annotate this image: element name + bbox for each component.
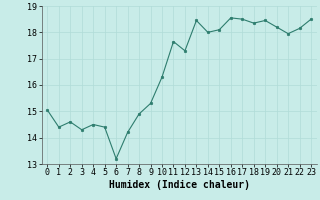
X-axis label: Humidex (Indice chaleur): Humidex (Indice chaleur) — [109, 180, 250, 190]
